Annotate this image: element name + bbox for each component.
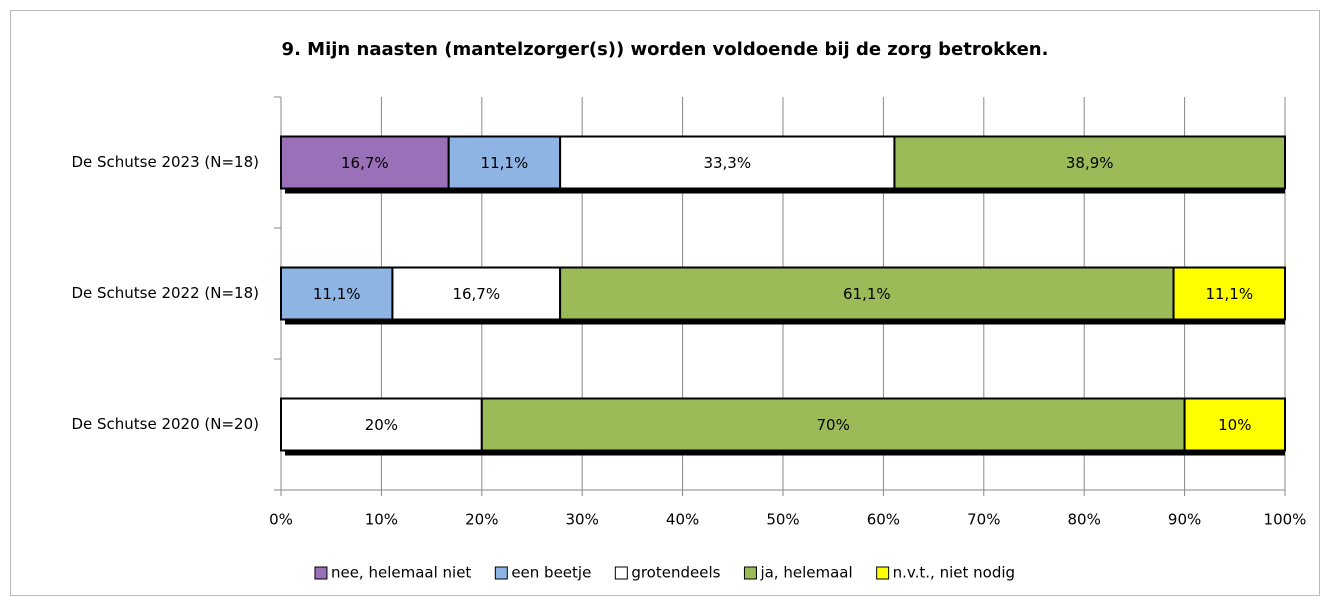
legend-swatch <box>876 566 890 580</box>
bar-shadow <box>285 450 1285 456</box>
bar-segment <box>280 135 450 190</box>
chart-title: 9. Mijn naasten (mantelzorger(s)) worden… <box>282 39 1049 60</box>
x-tick-label: 0% <box>269 511 293 529</box>
x-tick-label: 40% <box>666 511 699 529</box>
bar-segment <box>280 397 483 452</box>
legend-label: een beetje <box>511 564 591 582</box>
value-label: 16,7% <box>341 154 389 172</box>
legend-label: grotendeels <box>631 564 720 582</box>
value-label: 33,3% <box>703 154 751 172</box>
legend-swatch <box>494 566 508 580</box>
bar-segment <box>447 135 562 190</box>
value-label: 11,1% <box>313 285 361 303</box>
x-tick-label: 60% <box>867 511 900 529</box>
y-tick-label: De Schutse 2023 (N=18) <box>71 153 259 171</box>
bar-shadow <box>285 319 1285 325</box>
bar-segment <box>893 135 1286 190</box>
bar-segment <box>1172 266 1287 321</box>
value-label: 38,9% <box>1066 154 1114 172</box>
bar-segment <box>559 266 1175 321</box>
value-label: 11,1% <box>1205 285 1253 303</box>
legend-label: nee, helemaal niet <box>331 564 471 582</box>
legend-swatch <box>743 566 757 580</box>
value-label: 70% <box>817 416 850 434</box>
x-tick-label: 90% <box>1168 511 1201 529</box>
x-tick-label: 80% <box>1068 511 1101 529</box>
value-label: 11,1% <box>481 154 529 172</box>
bar-segment <box>1183 397 1286 452</box>
y-tick-label: De Schutse 2020 (N=20) <box>71 415 259 433</box>
value-label: 10% <box>1218 416 1251 434</box>
bar-segment <box>280 266 394 321</box>
x-tick-label: 70% <box>967 511 1000 529</box>
y-tick-label: De Schutse 2022 (N=18) <box>71 284 259 302</box>
x-tick-label: 50% <box>766 511 799 529</box>
value-label: 61,1% <box>843 285 891 303</box>
x-tick-label: 20% <box>465 511 498 529</box>
legend-swatch <box>314 566 328 580</box>
bar-segment <box>480 397 1186 452</box>
x-tick-label: 30% <box>566 511 599 529</box>
x-tick-label: 10% <box>365 511 398 529</box>
value-label: 20% <box>365 416 398 434</box>
legend-label: ja, helemaal <box>759 564 852 582</box>
value-label: 16,7% <box>452 285 500 303</box>
x-tick-label: 100% <box>1264 511 1307 529</box>
legend-swatch <box>614 566 628 580</box>
bar-shadow <box>285 188 1285 194</box>
legend-label: n.v.t., niet nodig <box>893 564 1015 582</box>
